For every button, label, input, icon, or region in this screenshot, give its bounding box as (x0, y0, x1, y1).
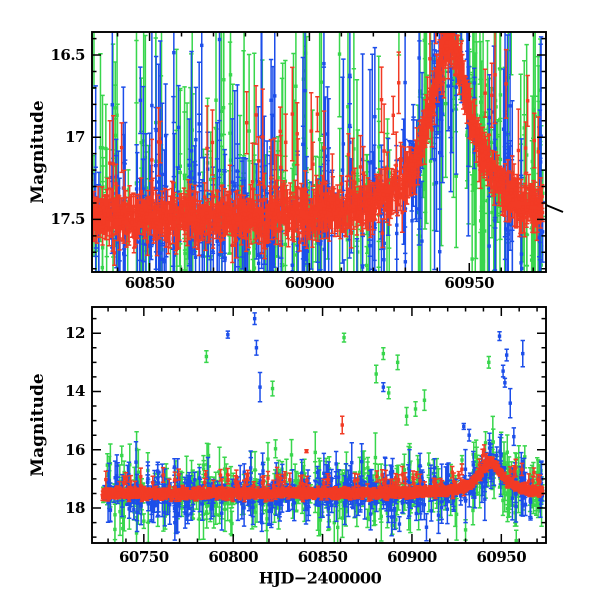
x-tick-label-top: 60850 (124, 274, 175, 292)
x-tick-label-top: 60900 (284, 274, 335, 292)
x-tick-label-bottom: 60800 (208, 548, 259, 566)
x-tick-label-bottom: 60900 (387, 548, 437, 566)
y-axis-label-bottom: Magnitude (28, 373, 48, 477)
y-tick-label-bottom: 18 (65, 499, 85, 518)
x-tick-label-bottom: 60750 (118, 548, 169, 566)
y-tick-label-top: 17 (65, 128, 85, 147)
x-tick-label-bottom: 60850 (297, 548, 348, 566)
y-axis-label-top: Magnitude (28, 100, 48, 204)
x-tick-label-bottom: 60950 (476, 548, 527, 566)
y-tick-label-bottom: 14 (65, 382, 85, 401)
y-tick-label-bottom: 16 (65, 440, 85, 459)
y-tick-label-top: 16.5 (50, 46, 85, 64)
x-axis-label: HJD−2400000 (258, 568, 382, 588)
y-tick-label-top: 17.5 (50, 210, 85, 229)
x-tick-label-top: 60950 (444, 274, 495, 292)
y-tick-label-bottom: 12 (65, 324, 85, 343)
